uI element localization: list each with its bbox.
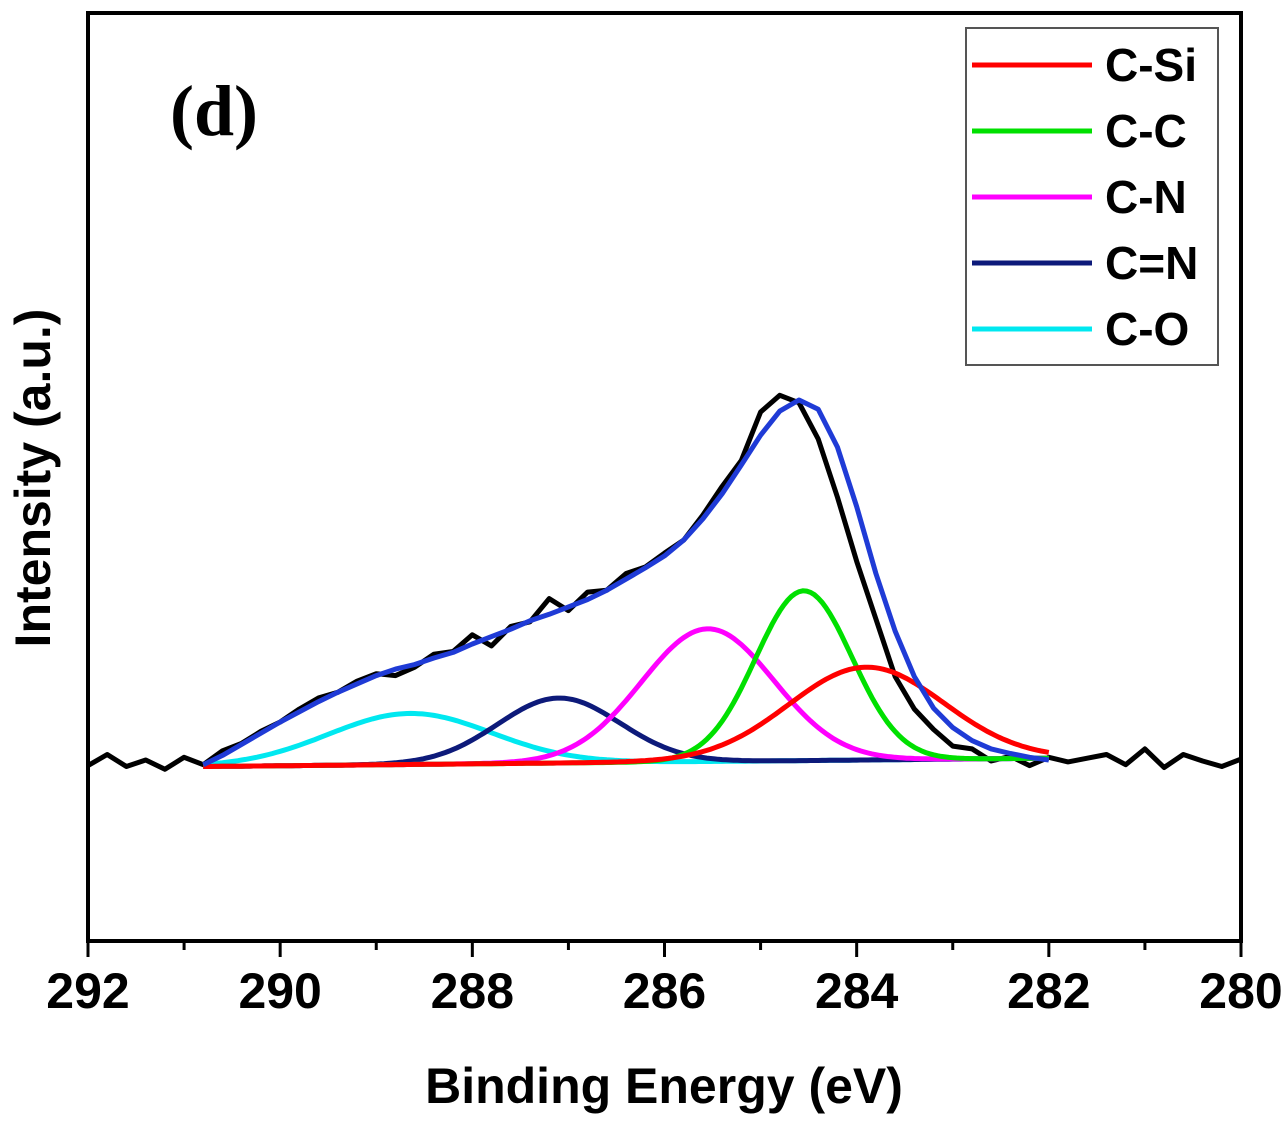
x-tick-label: 286 [623,963,706,1019]
x-tick-label: 290 [238,963,321,1019]
x-tick-label: 284 [815,963,899,1019]
raw-data-line [86,392,1242,772]
legend-label: C-N [1105,171,1187,223]
y-axis-title: Intensity (a.u.) [5,309,61,648]
x-tick-label: 288 [431,963,514,1019]
legend: C-Si C-C C-N C=N C-O [965,27,1219,366]
x-axis-tick-labels: 292 290 288 286 284 282 280 [46,963,1282,1019]
curves-layer [86,392,1242,772]
legend-label: C=N [1105,237,1198,289]
legend-label: C-C [1105,105,1187,157]
peak-c-si-line [203,664,1050,769]
x-axis-title: Binding Energy (eV) [425,1058,903,1114]
panel-label: (d) [170,71,258,151]
fit-envelope-line [202,397,1050,767]
x-tick-label: 282 [1007,963,1090,1019]
peak-c-c-line [203,588,1049,769]
x-axis-ticks [86,941,1243,957]
x-tick-label: 280 [1199,963,1282,1019]
x-tick-label: 292 [46,963,129,1019]
legend-label: C-Si [1105,39,1197,91]
legend-label: C-O [1105,303,1189,355]
